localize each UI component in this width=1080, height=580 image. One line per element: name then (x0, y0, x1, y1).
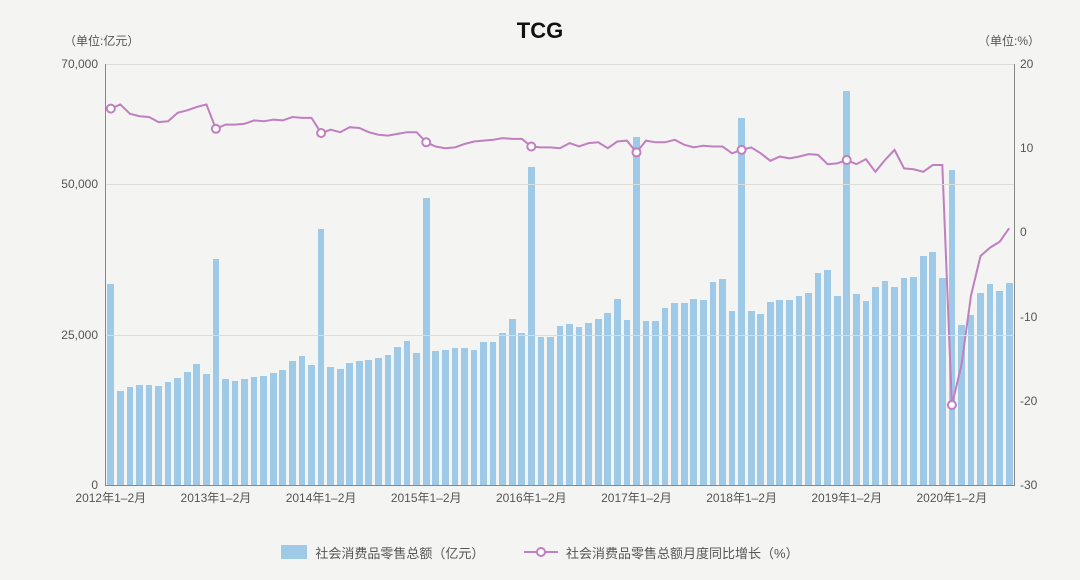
tcg-chart: TCG （单位:亿元） （单位:%） 025,00050,00070,000-3… (0, 0, 1080, 580)
right-axis-unit: （单位:%） (978, 32, 1040, 49)
x-label: 2012年1–2月 (75, 489, 146, 506)
y-right-label: 10 (1020, 141, 1060, 155)
y-right-label: -30 (1020, 478, 1060, 492)
y-left-label: 25,000 (48, 328, 98, 342)
legend-bar-item: 社会消费品零售总额（亿元） (281, 543, 484, 562)
y-right-label: 20 (1020, 57, 1060, 71)
y-right-label: 0 (1020, 225, 1060, 239)
legend-line-label: 社会消费品零售总额月度同比增长（%） (566, 543, 799, 562)
y-right-label: -20 (1020, 394, 1060, 408)
legend-line-swatch (524, 545, 558, 559)
legend: 社会消费品零售总额（亿元） 社会消费品零售总额月度同比增长（%） (0, 543, 1080, 563)
legend-bar-swatch (281, 545, 307, 559)
line-marker (527, 143, 535, 151)
x-label: 2013年1–2月 (181, 489, 252, 506)
y-left-label: 50,000 (48, 177, 98, 191)
x-label: 2020年1–2月 (917, 489, 988, 506)
line-marker (948, 401, 956, 409)
x-label: 2015年1–2月 (391, 489, 462, 506)
x-label: 2014年1–2月 (286, 489, 357, 506)
y-left-label: 70,000 (48, 57, 98, 71)
x-label: 2018年1–2月 (706, 489, 777, 506)
x-label: 2017年1–2月 (601, 489, 672, 506)
x-label: 2019年1–2月 (811, 489, 882, 506)
y-right-label: -10 (1020, 310, 1060, 324)
line-layer (106, 64, 1014, 485)
gridline (106, 335, 1014, 336)
plot-area: 025,00050,00070,000-30-20-10010202012年1–… (105, 64, 1015, 486)
left-axis-unit: （单位:亿元） (64, 32, 139, 49)
line-marker (738, 146, 746, 154)
x-label: 2016年1–2月 (496, 489, 567, 506)
line-marker (633, 148, 641, 156)
legend-bar-label: 社会消费品零售总额（亿元） (315, 543, 484, 562)
line-marker (843, 156, 851, 164)
chart-title: TCG (0, 18, 1080, 44)
gridline (106, 64, 1014, 65)
growth-line (111, 104, 1009, 405)
legend-line-item: 社会消费品零售总额月度同比增长（%） (524, 543, 799, 562)
line-marker (317, 129, 325, 137)
line-marker (107, 105, 115, 113)
line-marker (212, 125, 220, 133)
line-marker (422, 138, 430, 146)
gridline (106, 184, 1014, 185)
